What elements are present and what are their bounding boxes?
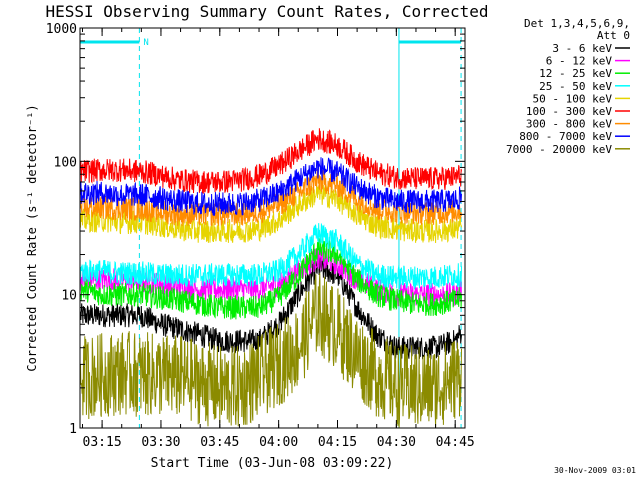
- legend-label-1: 6 - 12 keV: [546, 55, 613, 68]
- y-tick-label-1: 10: [61, 289, 77, 304]
- legend-label-7: 800 - 7000 keV: [519, 130, 612, 143]
- series-line-2: [80, 237, 462, 320]
- x-tick-label-4: 04:15: [318, 435, 357, 450]
- series-line-7: [80, 157, 462, 216]
- series-line-3: [80, 223, 462, 291]
- x-axis-label: Start Time (03-Jun-08 03:09:22): [151, 456, 394, 471]
- y-tick-label-2: 100: [54, 155, 77, 170]
- axis-ticks: 03:15 03:30 03:45 04:00 04:15 04:30 04:45 1 10 10…: [46, 22, 475, 450]
- timestamp: 30-Nov-2009 03:01: [554, 466, 636, 475]
- x-tick-label-1: 03:30: [141, 435, 180, 450]
- legend-label-6: 300 - 800 keV: [526, 118, 612, 131]
- x-tick-label-5: 04:30: [377, 435, 416, 450]
- x-tick-label-3: 04:00: [259, 435, 298, 450]
- legend-label-5: 100 - 300 keV: [526, 105, 612, 118]
- chart-title: HESSI Observing Summary Count Rates, Cor…: [45, 2, 488, 21]
- plot-frame: [79, 27, 466, 429]
- y-axis-label: Corrected Count Rate (s⁻¹ detector⁻¹): [25, 104, 39, 371]
- legend-title-1: Att 0: [597, 29, 630, 42]
- x-tick-label-2: 03:45: [200, 435, 239, 450]
- series-line-1: [80, 246, 462, 308]
- series-layer: [80, 128, 462, 428]
- x-tick-label-0: 03:15: [83, 435, 122, 450]
- y-tick-label-3: 1000: [46, 22, 77, 37]
- y-tick-label-0: 1: [69, 422, 77, 437]
- series-line-6: [80, 168, 462, 227]
- x-tick-label-6: 04:45: [436, 435, 475, 450]
- legend-label-4: 50 - 100 keV: [533, 92, 613, 105]
- legend-title-0: Det 1,3,4,5,6,9,: [524, 17, 630, 30]
- legend-label-3: 25 - 50 keV: [539, 80, 612, 93]
- legend-label-0: 3 - 6 keV: [552, 42, 612, 55]
- series-line-5: [80, 128, 462, 194]
- flag-label: N: [143, 38, 148, 48]
- legend-label-8: 7000 - 20000 keV: [506, 143, 612, 156]
- series-line-8: [80, 273, 462, 428]
- legend-label-2: 12 - 25 keV: [539, 67, 612, 80]
